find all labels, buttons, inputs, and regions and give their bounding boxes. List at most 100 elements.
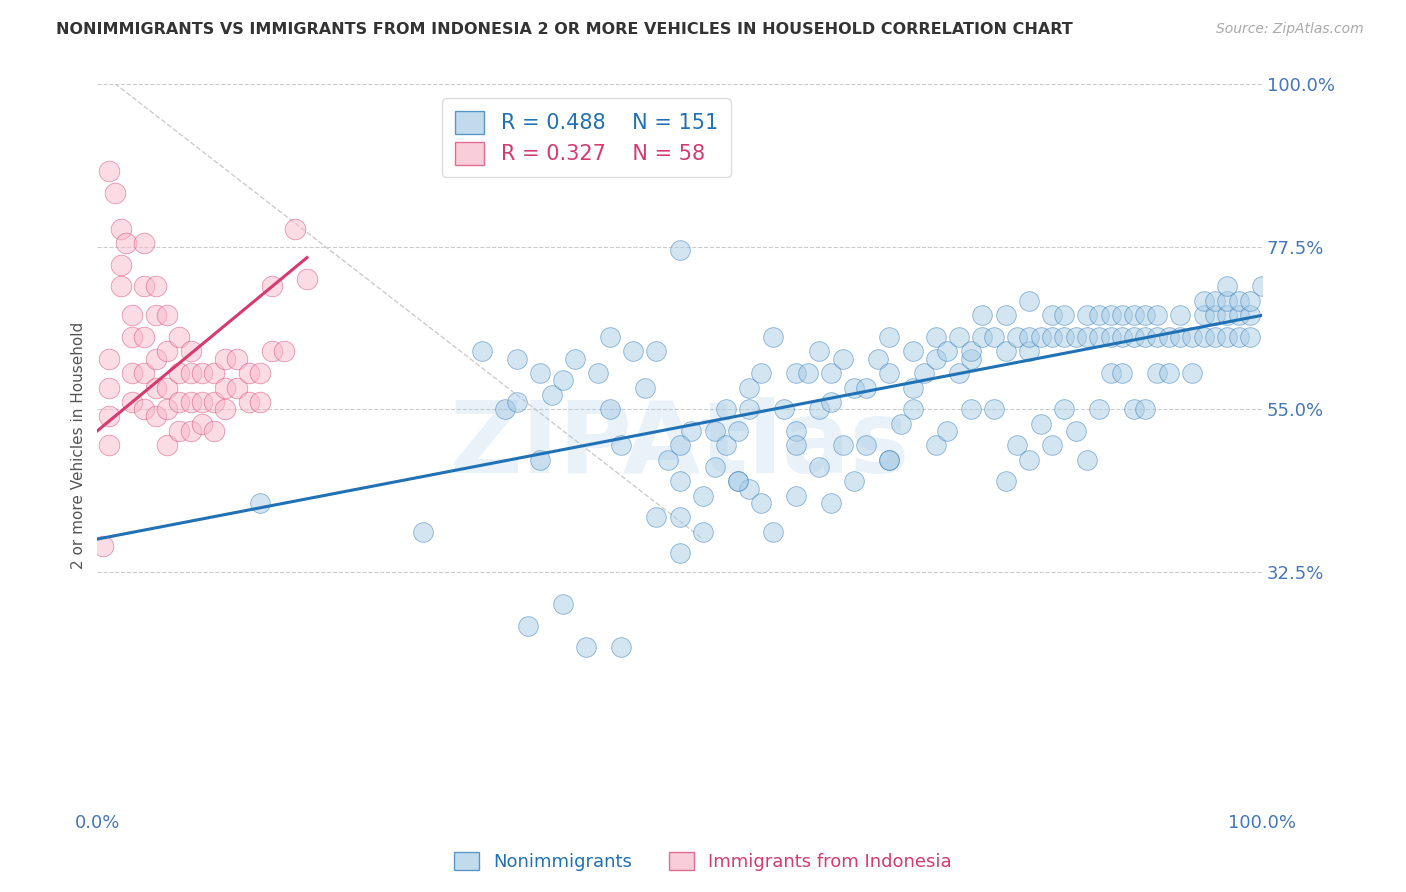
Point xyxy=(738,380,761,394)
Point xyxy=(668,438,690,452)
Point xyxy=(115,236,138,251)
Point xyxy=(1076,330,1098,344)
Point xyxy=(1040,438,1063,452)
Point xyxy=(901,380,924,394)
Point xyxy=(121,395,143,409)
Point xyxy=(1088,309,1111,323)
Point xyxy=(214,402,236,417)
Point xyxy=(249,496,271,510)
Point xyxy=(925,438,948,452)
Point xyxy=(494,402,516,417)
Point xyxy=(668,244,690,258)
Point xyxy=(749,366,772,380)
Point xyxy=(983,402,1005,417)
Point xyxy=(994,475,1017,489)
Point xyxy=(820,395,842,409)
Point xyxy=(98,164,121,178)
Point xyxy=(610,640,633,655)
Point xyxy=(110,279,132,293)
Point xyxy=(1064,330,1087,344)
Point xyxy=(1146,309,1168,323)
Point xyxy=(1040,330,1063,344)
Point xyxy=(238,366,260,380)
Legend: Nonimmigrants, Immigrants from Indonesia: Nonimmigrants, Immigrants from Indonesia xyxy=(447,845,959,879)
Point xyxy=(145,279,167,293)
Point xyxy=(1122,309,1144,323)
Point xyxy=(260,279,283,293)
Point xyxy=(1216,293,1239,308)
Point xyxy=(564,351,586,366)
Text: ZIPAtlas: ZIPAtlas xyxy=(450,397,910,494)
Point xyxy=(1135,402,1157,417)
Point xyxy=(738,402,761,417)
Point xyxy=(540,388,562,402)
Point xyxy=(1099,309,1122,323)
Point xyxy=(1018,344,1040,359)
Point xyxy=(553,597,575,611)
Point xyxy=(727,475,749,489)
Point xyxy=(156,380,179,394)
Point xyxy=(1007,438,1029,452)
Point xyxy=(657,452,679,467)
Point xyxy=(1204,330,1226,344)
Point xyxy=(1239,293,1261,308)
Point xyxy=(214,380,236,394)
Point xyxy=(412,524,434,539)
Point xyxy=(1040,309,1063,323)
Point xyxy=(586,366,609,380)
Point xyxy=(249,395,271,409)
Point xyxy=(762,330,785,344)
Point xyxy=(983,330,1005,344)
Point xyxy=(156,438,179,452)
Point xyxy=(716,438,738,452)
Point xyxy=(994,309,1017,323)
Point xyxy=(1111,309,1133,323)
Point xyxy=(866,351,889,366)
Point xyxy=(994,344,1017,359)
Point xyxy=(785,424,807,438)
Point xyxy=(1122,402,1144,417)
Point xyxy=(634,380,657,394)
Point xyxy=(104,186,127,200)
Point xyxy=(98,380,121,394)
Point xyxy=(1099,366,1122,380)
Point xyxy=(180,366,202,380)
Point xyxy=(1181,366,1204,380)
Point xyxy=(890,417,912,431)
Point xyxy=(738,482,761,496)
Point xyxy=(703,424,725,438)
Point xyxy=(132,366,155,380)
Point xyxy=(575,640,598,655)
Point xyxy=(668,510,690,524)
Point xyxy=(681,424,703,438)
Point xyxy=(668,475,690,489)
Point xyxy=(1146,366,1168,380)
Point xyxy=(599,330,621,344)
Point xyxy=(1088,402,1111,417)
Point xyxy=(785,438,807,452)
Point xyxy=(98,409,121,424)
Point xyxy=(1088,330,1111,344)
Point xyxy=(1135,309,1157,323)
Point xyxy=(877,452,900,467)
Point xyxy=(901,344,924,359)
Point xyxy=(762,524,785,539)
Point xyxy=(877,452,900,467)
Point xyxy=(1251,279,1274,293)
Point xyxy=(1170,330,1192,344)
Point xyxy=(796,366,818,380)
Point xyxy=(98,438,121,452)
Y-axis label: 2 or more Vehicles in Household: 2 or more Vehicles in Household xyxy=(72,322,86,569)
Point xyxy=(844,380,866,394)
Point xyxy=(820,366,842,380)
Point xyxy=(727,424,749,438)
Point xyxy=(1053,330,1076,344)
Point xyxy=(145,351,167,366)
Point xyxy=(599,402,621,417)
Point xyxy=(1216,330,1239,344)
Point xyxy=(1157,330,1180,344)
Point xyxy=(692,524,714,539)
Point xyxy=(808,402,831,417)
Point xyxy=(167,330,190,344)
Point xyxy=(1053,309,1076,323)
